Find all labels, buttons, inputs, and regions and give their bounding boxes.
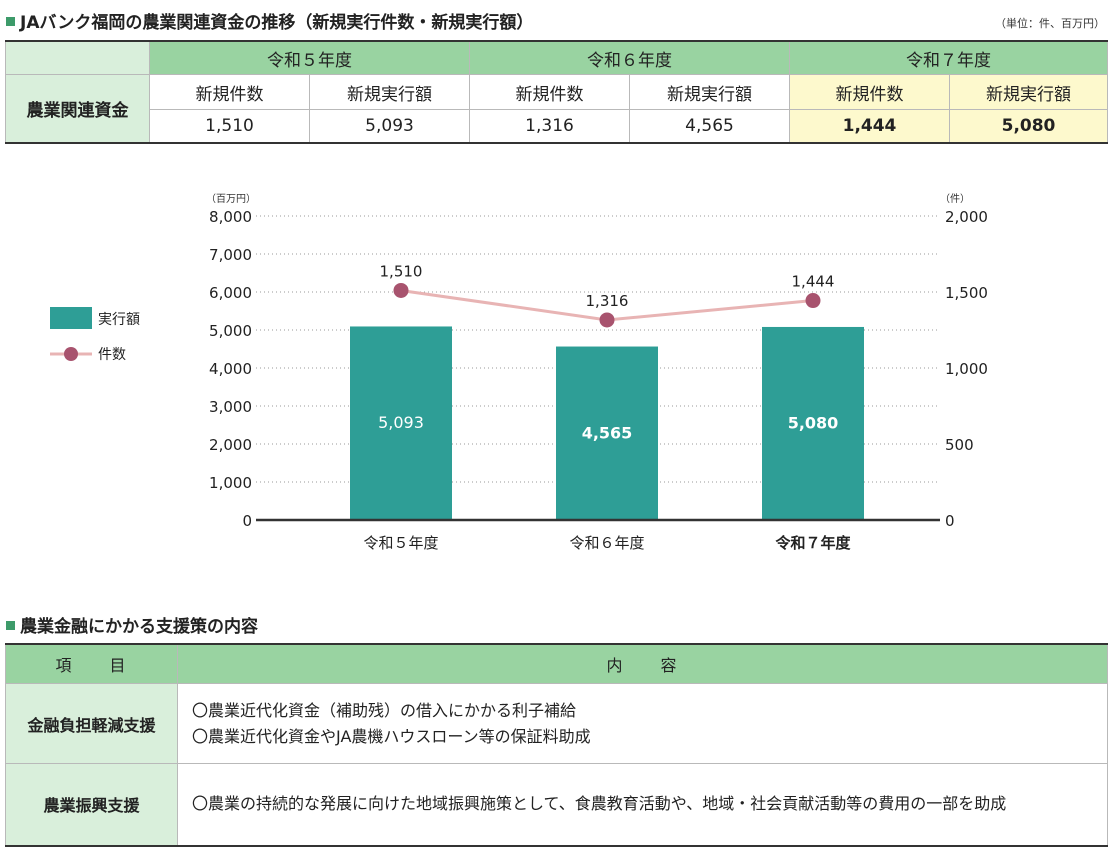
left-tick-label: 5,000 [209,322,252,340]
table-row: 金融負担軽減支援 〇農業近代化資金（補助残）の借入にかかる利子補給 〇農業近代化… [5,683,1108,764]
right-tick-label: 500 [945,436,974,454]
table-row: 農業振興支援 〇農業の持続的な発展に向けた地域振興施策として、食農教育活動や、地… [5,763,1108,846]
content-cell: 〇農業の持続的な発展に向けた地域振興施策として、食農教育活動や、地域・社会貢献活… [177,763,1108,846]
column-header: 項 目 [5,643,178,684]
left-axis-unit: （百万円） [206,193,256,205]
chart-legend: 実行額 件数 [50,307,140,363]
count-point [805,293,821,309]
column-header: 新規件数 [149,74,310,110]
bar-value-label: 4,565 [582,423,633,442]
legend-label-bar: 実行額 [98,312,140,328]
column-header: 新規実行額 [309,74,470,110]
table-header-row: 項 目 内 容 [5,643,1108,684]
content-cell: 〇農業近代化資金（補助残）の借入にかかる利子補給 〇農業近代化資金やJA農機ハウ… [177,683,1108,764]
table-cell: 5,093 [309,109,470,144]
table-cell: 5,080 [949,109,1108,144]
right-tick-label: 1,000 [945,360,988,378]
bar [762,326,864,520]
table-row: 1,510 5,093 1,316 4,565 1,444 5,080 [6,109,1108,144]
left-tick-label: 2,000 [209,436,252,454]
legend-label-line: 件数 [98,347,126,363]
left-tick-label: 4,000 [209,360,252,378]
chart-axes: 0 1,000 2,000 3,000 4,000 5,000 6,000 7,000 8,00… [209,208,988,552]
table-cell: 1,444 [789,109,950,144]
bar [350,326,452,520]
left-tick-label: 3,000 [209,398,252,416]
table-subheader-row: 農業関連資金 新規件数 新規実行額 新規件数 新規実行額 新規件数 新規実行額 [5,74,1108,144]
legend-bar-swatch [50,307,92,329]
table-cell: 4,565 [629,109,790,144]
table-cell: 1,510 [149,109,310,144]
column-header: 新規実行額 [949,74,1108,110]
count-value-label: 1,444 [792,273,835,291]
bar-series: 5,093 4,565 5,080 [350,326,864,520]
left-tick-label: 6,000 [209,284,252,302]
count-value-label: 1,316 [586,292,629,310]
x-tick-label: 令和６年度 [569,534,644,552]
right-tick-label: 0 [945,512,955,530]
bar-value-label: 5,093 [378,413,424,432]
content-line: 〇農業近代化資金やJA農機ハウスローン等の保証料助成 [192,726,591,746]
table-cell: 1,316 [469,109,630,144]
section1-title: JAバンク福岡の農業関連資金の推移（新規実行件数・新規実行額） [6,8,533,33]
left-tick-label: 8,000 [209,208,252,226]
count-point [393,282,409,298]
support-table: 項 目 内 容 金融負担軽減支援 〇農業近代化資金（補助残）の借入にかかる利子補… [5,643,1108,847]
left-tick-label: 1,000 [209,474,252,492]
bullet-square-icon [6,620,15,630]
funding-table: 令和５年度 令和６年度 令和７年度 農業関連資金 新規件数 新規実行額 新規件数… [5,40,1108,144]
column-header: 新規件数 [789,74,950,110]
count-value-label: 1,510 [380,262,423,280]
count-point [599,312,615,328]
right-tick-label: 1,500 [945,284,988,302]
left-tick-label: 7,000 [209,246,252,264]
item-cell: 農業振興支援 [5,763,178,846]
unit-note: （単位：件、百万円） [995,17,1105,30]
section2-title: 農業金融にかかる支援策の内容 [6,612,258,637]
bullet-square-icon [6,16,15,26]
row-label: 農業関連資金 [5,74,150,144]
corner-cell [5,40,150,75]
content-line: 〇農業近代化資金（補助残）の借入にかかる利子補給 [192,700,577,720]
legend-marker-swatch [64,347,78,361]
table-header-row: 令和５年度 令和６年度 令和７年度 [5,40,1108,75]
right-axis-unit: （件） [940,193,970,205]
x-tick-label: 令和７年度 [775,534,851,552]
year-header: 令和５年度 [149,40,470,75]
item-cell: 金融負担軽減支援 [5,683,178,764]
line-series: 1,510 1,316 1,444 [380,262,835,328]
left-tick-label: 0 [242,512,252,530]
right-tick-label: 2,000 [945,208,988,226]
column-header: 内 容 [177,643,1108,684]
content-line: 〇農業の持続的な発展に向けた地域振興施策として、食農教育活動や、地域・社会貢献活… [192,794,1007,814]
column-header: 新規実行額 [629,74,790,110]
bar-value-label: 5,080 [788,413,839,432]
bar [556,346,658,520]
x-tick-label: 令和５年度 [363,534,438,552]
